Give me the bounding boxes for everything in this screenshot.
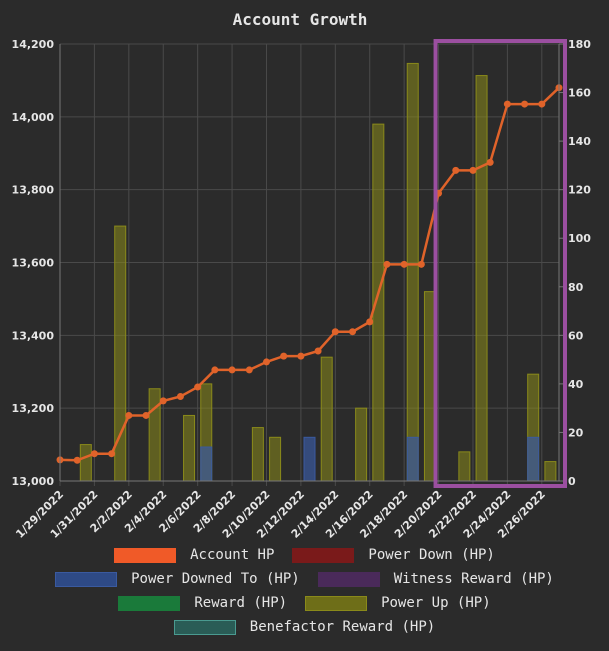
power-downed-to-bar — [406, 436, 419, 482]
account-hp-point — [314, 347, 322, 355]
y-right-tick-label: 0 — [568, 475, 576, 488]
power-up-bar — [269, 436, 282, 482]
power-up-bar — [79, 444, 92, 482]
account-hp-point — [366, 318, 374, 326]
y-left-tick-label: 13,200 — [12, 402, 55, 415]
legend-label: Power Up (HP) — [381, 595, 491, 611]
y-right-tick-label: 80 — [568, 281, 584, 294]
legend-swatch — [173, 619, 236, 635]
y-right-tick-label: 160 — [568, 87, 591, 100]
account-hp-point — [194, 383, 202, 391]
y-right-tick-label: 40 — [568, 378, 584, 391]
y-left-tick-label: 14,000 — [12, 111, 55, 124]
account-growth-chart: Account Growth 13,000 13,200 13,400 13,600 1… — [12, 10, 592, 541]
bar-series — [79, 62, 557, 482]
account-hp-point — [400, 260, 408, 268]
account-hp-point — [538, 100, 546, 108]
power-up-bar — [475, 75, 488, 482]
y-right-tick-label: 180 — [568, 38, 591, 51]
account-hp-point — [486, 158, 494, 166]
highlight-rectangle — [433, 39, 567, 488]
y-right-tick-label: 20 — [568, 426, 584, 439]
legend-label: Witness Reward (HP) — [393, 571, 554, 587]
legend-item[interactable]: Power Up (HP) — [305, 594, 491, 612]
legend-item[interactable]: Power Down (HP) — [292, 546, 495, 564]
power-up-bar — [183, 414, 196, 482]
account-hp-point — [211, 366, 219, 374]
legend-row: Benefactor Reward (HP) — [173, 618, 436, 636]
account-hp-point — [142, 411, 150, 419]
legend-swatch — [317, 571, 380, 587]
account-hp-point — [125, 411, 133, 419]
power-downed-to-bar — [303, 436, 316, 482]
account-hp-point — [73, 456, 81, 464]
account-hp-point — [521, 100, 529, 108]
account-hp-point — [383, 260, 391, 268]
legend-item[interactable]: Power Downed To (HP) — [55, 570, 300, 588]
account-hp-point — [262, 358, 270, 366]
account-hp-point — [228, 366, 236, 374]
y-left-tick-label: 13,000 — [12, 475, 55, 488]
line-series — [56, 84, 563, 464]
legend-row: Reward (HP) Power Up (HP) — [118, 594, 491, 612]
power-up-bar — [355, 407, 368, 482]
legend-swatch — [292, 547, 355, 563]
legend-row: Power Downed To (HP) Witness Reward (HP) — [55, 570, 554, 588]
y-right-tick-label: 60 — [568, 329, 584, 342]
account-hp-point — [417, 260, 425, 268]
y-right-tick-label: 100 — [568, 232, 591, 245]
account-hp-point — [159, 397, 167, 405]
chart-title: Account Growth — [233, 10, 368, 29]
account-hp-point — [280, 352, 288, 360]
y-left-tick-label: 13,400 — [12, 329, 55, 342]
account-hp-point — [503, 100, 511, 108]
power-up-bar — [544, 461, 557, 482]
legend-item[interactable]: Witness Reward (HP) — [317, 570, 554, 588]
y-left-tick-label: 13,800 — [12, 184, 55, 197]
legend-label: Reward (HP) — [194, 595, 288, 611]
account-hp-point — [176, 393, 184, 401]
legend-label: Power Downed To (HP) — [131, 571, 300, 587]
power-up-bar — [320, 356, 333, 482]
legend: Account HP Power Down (HP) Power Downed To… — [0, 546, 609, 636]
legend-swatch — [55, 571, 118, 587]
legend-item[interactable]: Account HP — [114, 546, 274, 564]
power-downed-to-bar — [527, 436, 540, 482]
legend-row: Account HP Power Down (HP) — [114, 546, 495, 564]
legend-label: Benefactor Reward (HP) — [249, 619, 436, 635]
legend-swatch — [305, 595, 368, 611]
account-hp-point — [297, 352, 305, 360]
legend-label: Power Down (HP) — [368, 547, 495, 563]
power-up-bar — [458, 451, 471, 482]
highlight-box — [433, 39, 567, 488]
power-up-bar — [148, 388, 161, 482]
y-right-tick-label: 140 — [568, 135, 591, 148]
y-left-tick-label: 14,200 — [12, 38, 55, 51]
account-hp-point — [452, 166, 460, 174]
y-right-tick-label: 120 — [568, 184, 591, 197]
power-downed-to-bar — [200, 446, 213, 482]
account-hp-point — [349, 328, 357, 336]
account-hp-point — [245, 366, 253, 374]
y-left-tick-label: 13,600 — [12, 257, 55, 270]
account-hp-point — [90, 450, 98, 458]
account-hp-point — [108, 450, 116, 458]
legend-label: Account HP — [190, 547, 275, 563]
legend-item[interactable]: Reward (HP) — [118, 594, 287, 612]
legend-swatch — [114, 547, 177, 563]
legend-swatch — [118, 595, 181, 611]
power-up-bar — [406, 62, 419, 482]
power-up-bar — [251, 427, 264, 482]
legend-item[interactable]: Benefactor Reward (HP) — [173, 618, 436, 636]
account-hp-point — [469, 166, 477, 174]
account-hp-point — [331, 328, 339, 336]
